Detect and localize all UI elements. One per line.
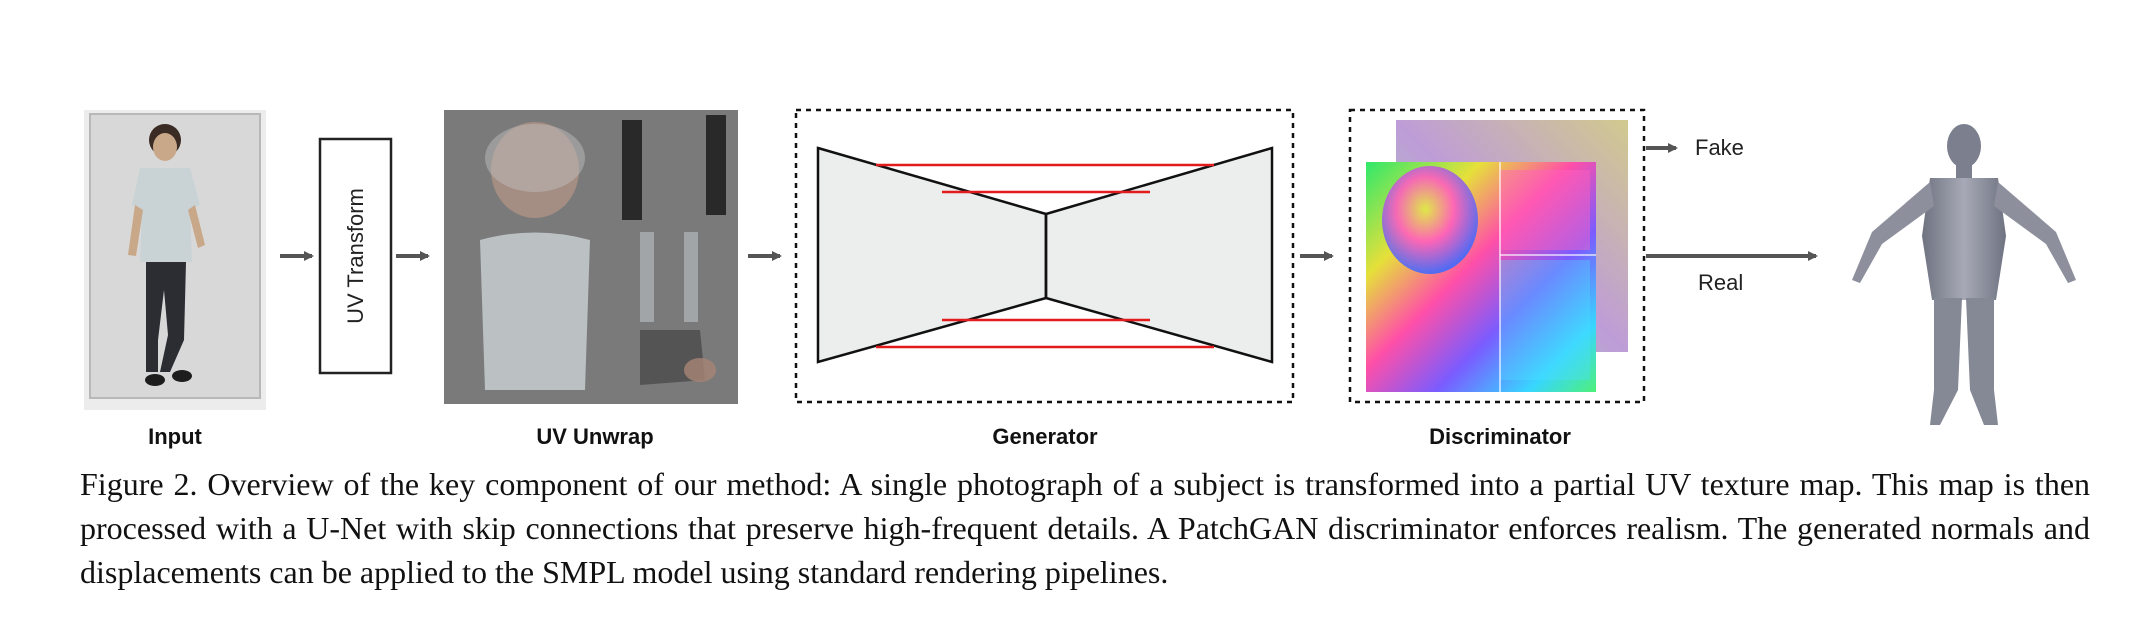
uv-unwrap-label: UV Unwrap [536,424,654,449]
caption-prefix: Figure 2. [80,466,198,502]
uv-transform-label: UV Transform [320,139,391,373]
discriminator-label: Discriminator [1429,424,1571,449]
generator-label: Generator [992,424,1098,449]
caption-text: Overview of the key component of our met… [80,466,2091,590]
discriminator-box [1348,108,1646,404]
generator-hourglass [816,146,1048,364]
method-overview-diagram [84,108,2076,425]
real-label: Real [1698,270,1744,295]
uv-transform-box [318,137,393,375]
fake-label: Fake [1695,135,1744,160]
uv-transform-text: UV Transform [342,188,368,324]
generator-box [794,108,1295,404]
uv-unwrap-texture [444,110,738,404]
generator-hourglass-right [1044,146,1274,364]
input-photo [84,110,266,410]
discriminator-normal-maps [1366,120,1628,392]
input-label: Input [148,424,202,449]
smpl-model-output [1852,124,2076,425]
figure-caption: Figure 2. Overview of the key component … [80,462,2090,594]
